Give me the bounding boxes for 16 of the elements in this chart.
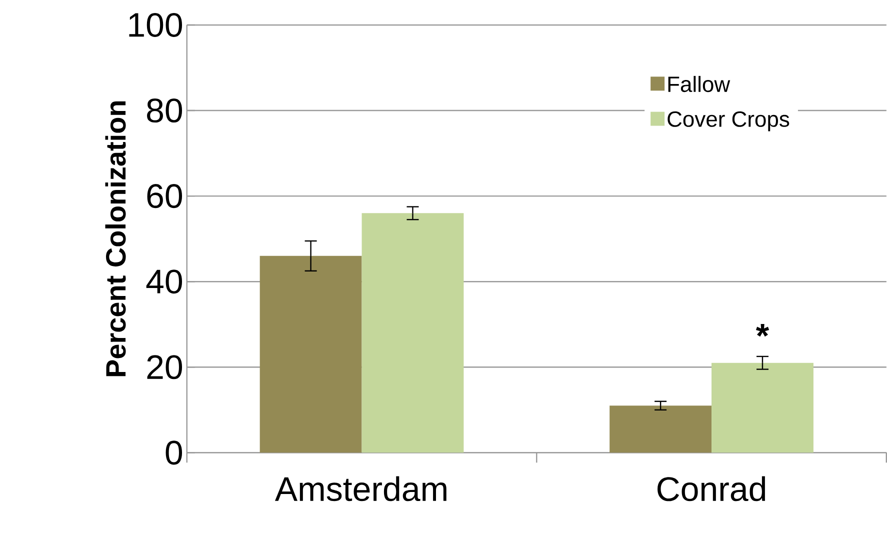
y-axis-title: Percent Colonization xyxy=(105,102,126,376)
legend-label: Cover Crops xyxy=(668,112,790,132)
y-tick-label: 0 xyxy=(166,440,182,465)
bar xyxy=(260,256,362,453)
y-tick-label: 100 xyxy=(129,13,182,38)
y-tick-label: 60 xyxy=(147,184,182,208)
bar xyxy=(712,363,814,453)
x-tick-label: Conrad xyxy=(658,476,766,502)
y-tick-label: 20 xyxy=(147,355,182,380)
y-tick-label: 40 xyxy=(146,270,182,294)
bar xyxy=(610,406,712,453)
x-tick-label: Amsterdam xyxy=(274,476,446,502)
y-tick-label: 80 xyxy=(147,98,182,123)
annotation: * xyxy=(756,324,770,337)
legend-label: Fallow xyxy=(668,76,730,92)
bar xyxy=(362,213,464,453)
